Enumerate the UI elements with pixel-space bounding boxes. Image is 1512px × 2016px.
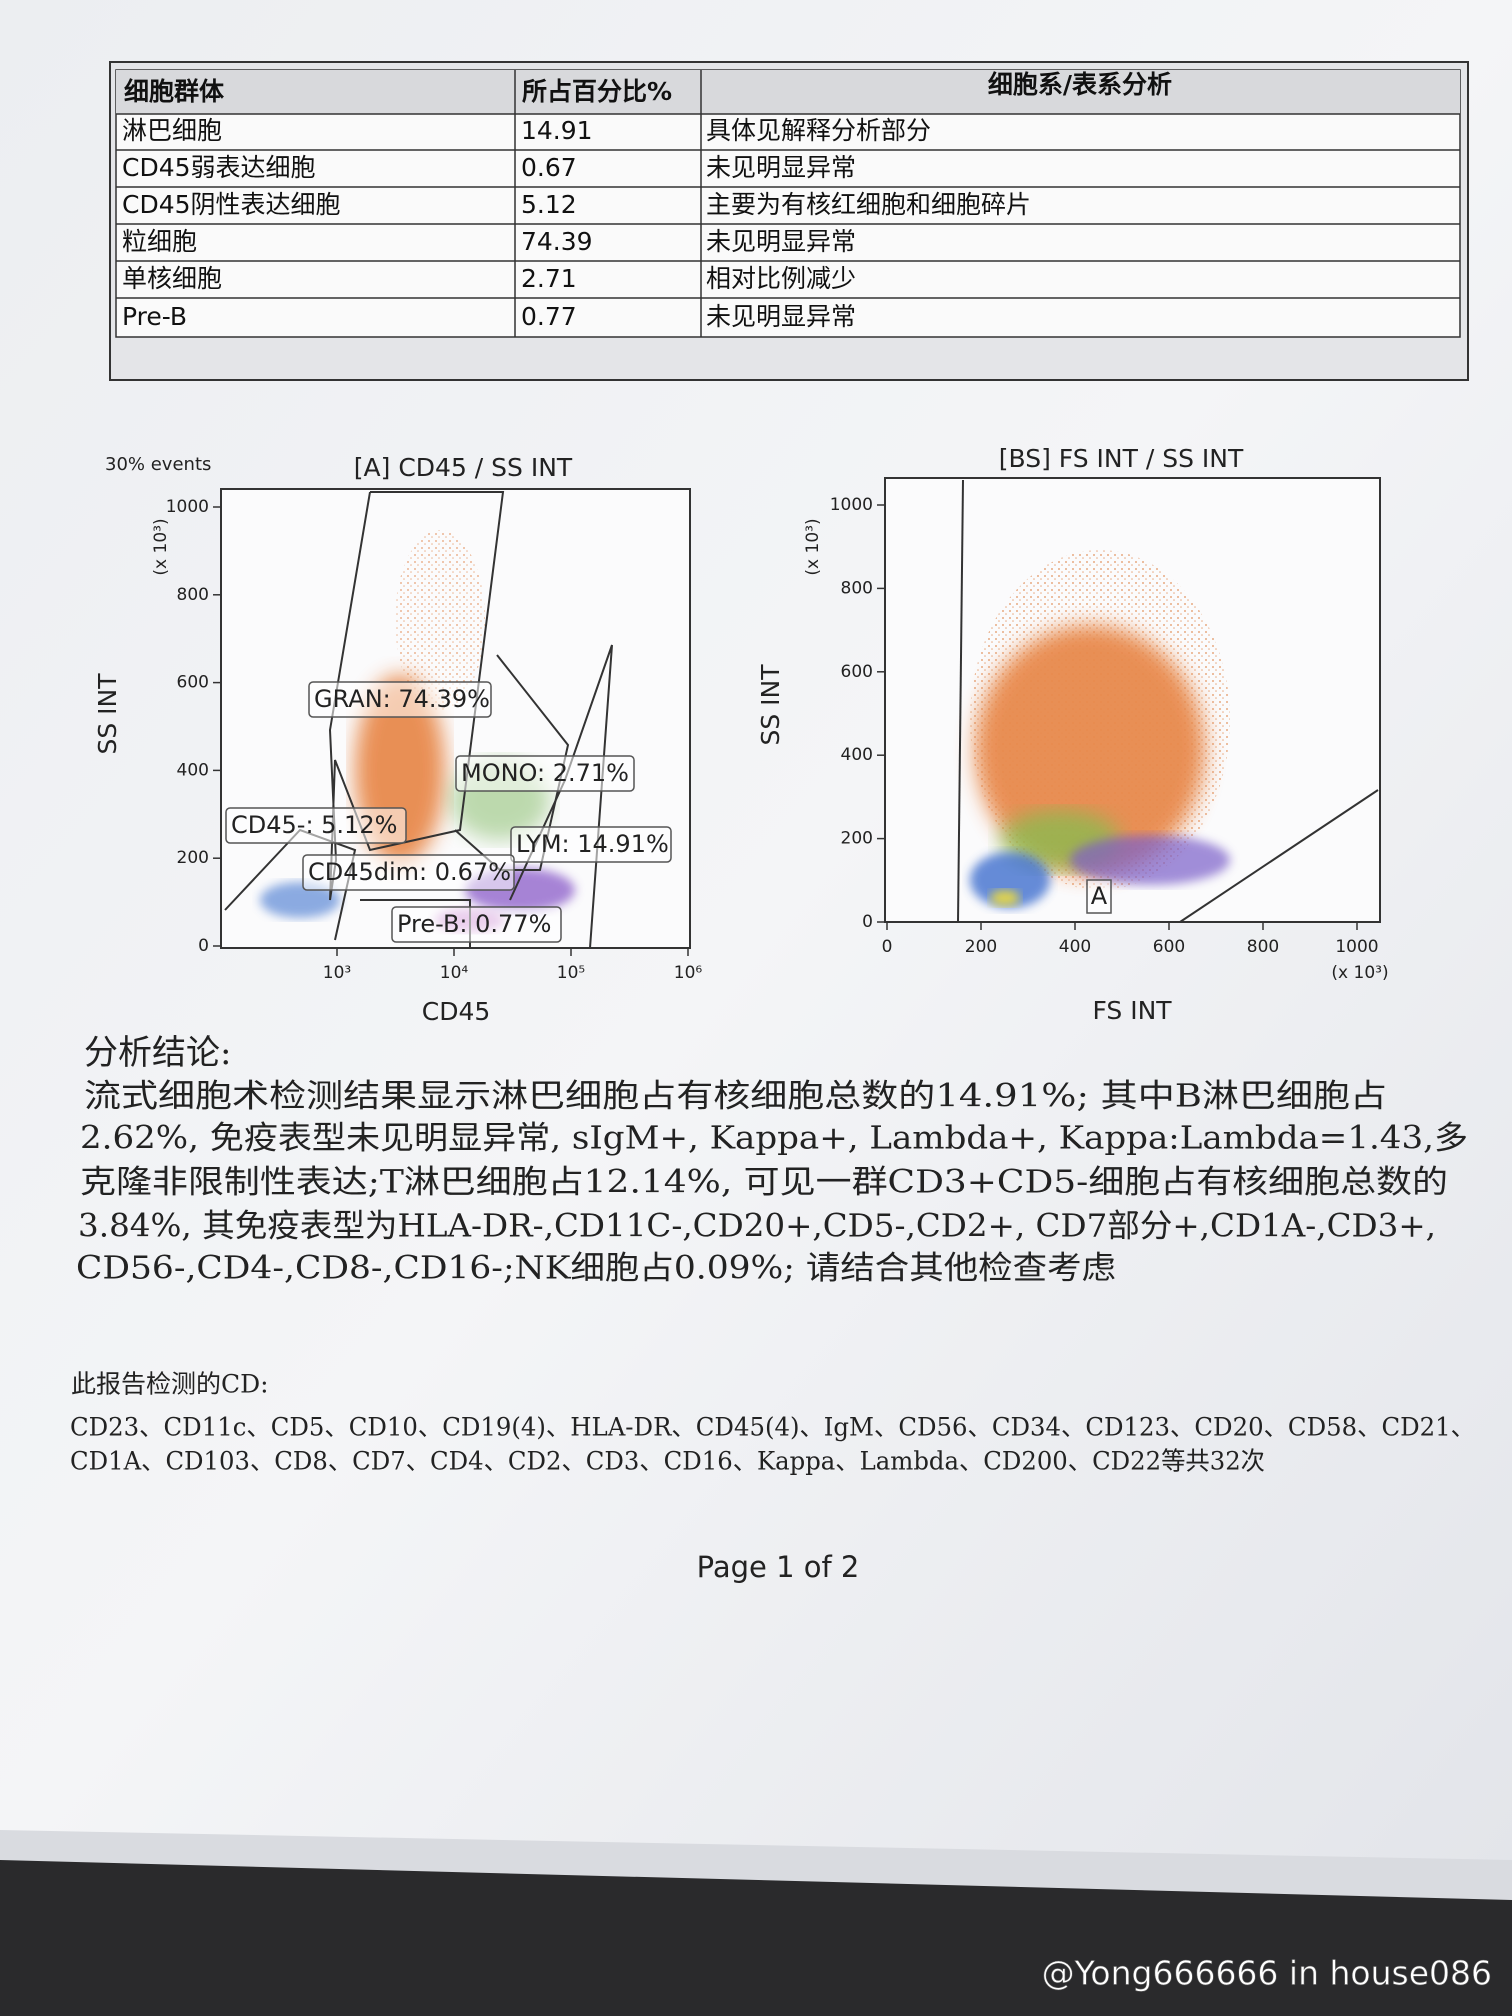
gate-box — [308, 681, 492, 718]
x-tick-label: 600 — [1153, 937, 1185, 957]
table-cell: 0.77 — [521, 302, 577, 331]
table-cell: 粒细胞 — [122, 227, 197, 256]
x-tick-label: 10³ — [323, 963, 351, 983]
gate-box — [302, 854, 515, 891]
x-axis-label: CD45 — [422, 997, 491, 1026]
table-cell: 14.91 — [521, 116, 593, 145]
table-cell: 未见明显异常 — [706, 153, 856, 182]
cd-line: CD1A、CD103、CD8、CD7、CD4、CD2、CD3、CD16、Kapp… — [70, 1447, 1265, 1476]
gate-box — [510, 826, 672, 863]
conclusion-line: 克隆非限制性表达;T淋巴细胞占12.14%, 可见一群CD3+CD5-细胞占有核… — [80, 1163, 1448, 1201]
plot-note: 30% events — [105, 454, 211, 475]
gate-labels: A — [1086, 879, 1112, 914]
y-tick-label: 200 — [841, 829, 873, 849]
page-number: Page 1 of 2 — [697, 1550, 860, 1584]
table-cell: 相对比例减少 — [706, 264, 856, 293]
gate-label: CD45-: 5.12% — [231, 811, 397, 839]
scatter-cloud — [970, 550, 1230, 908]
x-tick-label: 10⁴ — [440, 963, 469, 983]
x-tick-label: 200 — [965, 937, 997, 957]
y-tick-label: 1000 — [166, 497, 209, 517]
ticks: 0 200 400 600 800 1000 10³ 10⁴ 10⁵ 10⁶ 0 200 400 600 8… — [166, 495, 1379, 983]
y-tick-label: 1000 — [830, 495, 873, 515]
conclusion-line: CD56-,CD4-,CD8-,CD16-;NK细胞占0.09%; 请结合其他检… — [76, 1249, 1116, 1287]
gate-label: A — [1091, 882, 1108, 910]
y-tick-label: 800 — [177, 585, 209, 605]
y-tick-label: 200 — [177, 848, 209, 868]
table-rows: 淋巴细胞 14.91 具体见解释分析部分 CD45弱表达细胞 0.67 未见明显异常 CD4… — [122, 116, 1031, 331]
gate-box — [225, 807, 407, 844]
gate-label: GRAN: 74.39% — [314, 685, 490, 713]
y-tick-label: 400 — [177, 760, 209, 780]
gate-label: LYM: 14.91% — [516, 830, 669, 858]
x-tick-label: 400 — [1059, 937, 1091, 957]
paper — [0, 0, 1512, 1860]
y-axis-label: SS INT — [756, 664, 785, 746]
cd-line: CD23、CD11c、CD5、CD10、CD19(4)、HLA-DR、CD45(… — [70, 1413, 1475, 1442]
y-tick-label: 600 — [177, 673, 209, 693]
plot-a: 30% events [A] CD45 / SS INT GRAN: 74.39… — [93, 453, 691, 1026]
table-lines — [116, 70, 1460, 337]
table-header: 细胞系/表系分析 — [988, 70, 1172, 99]
y-unit: (x 10³) — [151, 518, 171, 575]
plot-title: [A] CD45 / SS INT — [354, 453, 573, 482]
table-cell: 0.67 — [521, 153, 577, 182]
x-tick-label: 800 — [1247, 937, 1279, 957]
y-tick-label: 600 — [841, 662, 873, 682]
table-cell: 74.39 — [521, 227, 593, 256]
conclusion-line: 2.62%, 免疫表型未见明显异常, sIgM+, Kappa+, Lambda… — [80, 1119, 1468, 1157]
table-header: 所占百分比% — [522, 77, 672, 106]
table: 细胞群体 所占百分比% 细胞系/表系分析 淋巴细胞 14.91 具体见解释分析部分 C… — [109, 61, 1469, 381]
y-tick-label: 800 — [841, 578, 873, 598]
gate-label: CD45dim: 0.67% — [308, 858, 511, 886]
conclusion-title: 分析结论: — [84, 1033, 231, 1073]
y-axis-label: SS INT — [93, 673, 122, 755]
table-cell: CD45阴性表达细胞 — [122, 190, 341, 219]
cd-list: CD23、CD11c、CD5、CD10、CD19(4)、HLA-DR、CD45(… — [70, 1413, 1475, 1476]
x-axis-label: FS INT — [1092, 996, 1172, 1025]
table-cell: CD45弱表达细胞 — [122, 153, 316, 182]
plot-title: [BS] FS INT / SS INT — [999, 444, 1244, 473]
gate-box — [455, 755, 635, 792]
table-header-bg — [116, 70, 1460, 114]
table-cell: 淋巴细胞 — [122, 116, 222, 145]
table-cell: Pre-B — [122, 302, 187, 331]
gate-label: MONO: 2.71% — [461, 759, 629, 787]
cd-list-title: 此报告检测的CD: — [71, 1370, 269, 1399]
gate-label: Pre-B: 0.77% — [397, 910, 551, 938]
y-tick-label: 0 — [198, 936, 209, 956]
conclusion-body: 流式细胞术检测结果显示淋巴细胞占有核细胞总数的14.91%; 其中B淋巴细胞占 2… — [76, 1077, 1468, 1287]
table-cell: 未见明显异常 — [706, 227, 856, 256]
plot-bs: [BS] FS INT / SS INT A SS INT (x 10³) (x… — [756, 444, 1389, 1025]
table-cell: 未见明显异常 — [706, 302, 856, 331]
conclusion-line: 3.84%, 其免疫表型为HLA-DR-,CD11C-,CD20+,CD5-,C… — [78, 1207, 1436, 1245]
table-cell: 具体见解释分析部分 — [706, 116, 931, 145]
conclusion-line: 流式细胞术检测结果显示淋巴细胞占有核细胞总数的14.91%; 其中B淋巴细胞占 — [84, 1077, 1387, 1115]
y-tick-label: 400 — [841, 745, 873, 765]
gate-box — [1086, 879, 1112, 914]
table-cell: 主要为有核红细胞和细胞碎片 — [706, 190, 1031, 219]
y-unit: (x 10³) — [803, 518, 823, 575]
gate-labels: GRAN: 74.39% MONO: 2.71% CD45-: 5.12% LYM: … — [225, 681, 672, 943]
x-tick-label: 10⁵ — [557, 963, 585, 983]
x-tick-label: 10⁶ — [674, 963, 703, 983]
gates — [957, 479, 1379, 923]
x-unit: (x 10³) — [1331, 963, 1388, 983]
table-cell: 2.71 — [521, 264, 577, 293]
x-tick-label: 0 — [882, 937, 893, 957]
table-cell: 单核细胞 — [122, 264, 222, 293]
gate-box — [391, 906, 562, 943]
x-tick-label: 1000 — [1335, 937, 1378, 957]
table-cell: 5.12 — [521, 190, 577, 219]
watermark: @Yong666666 in house086 — [1042, 1954, 1492, 1993]
y-tick-label: 0 — [862, 912, 873, 932]
table-header: 细胞群体 — [124, 77, 225, 106]
